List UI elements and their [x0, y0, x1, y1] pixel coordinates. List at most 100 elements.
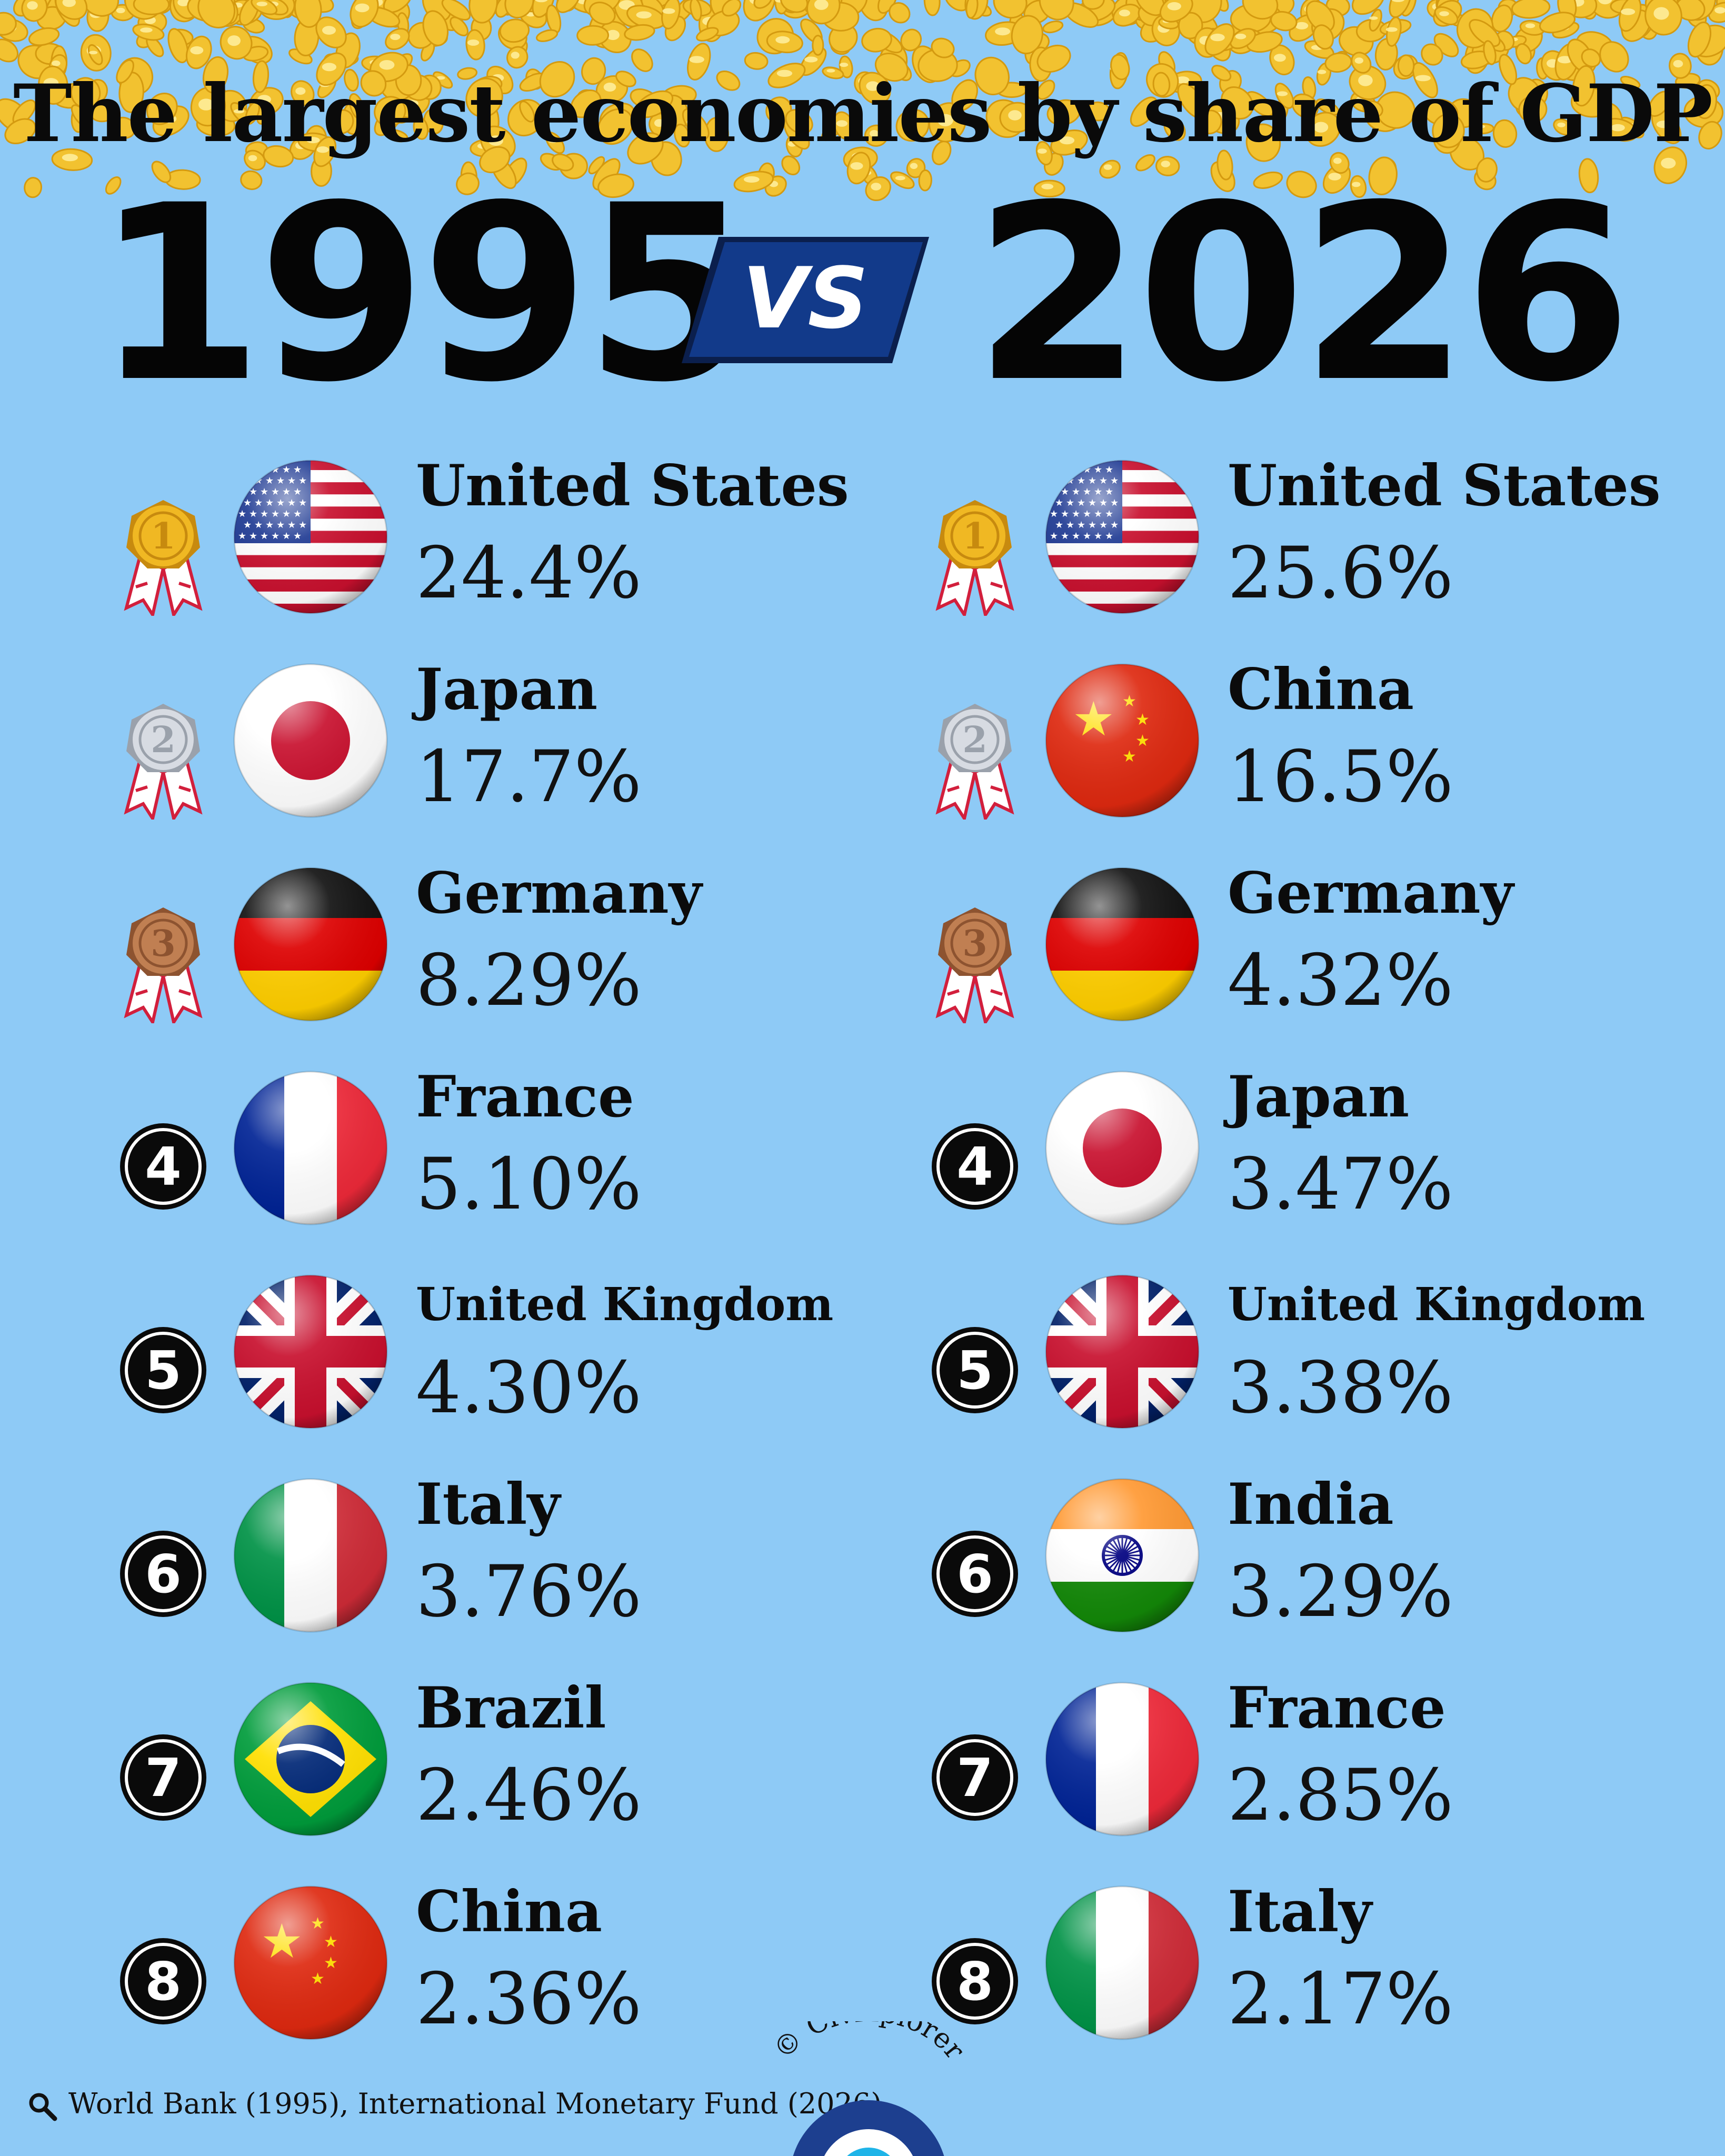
country-name: France: [1228, 1675, 1446, 1741]
ranking-row: 6 Italy 3.76%: [100, 1471, 890, 1655]
svg-text:4: 4: [145, 1136, 182, 1197]
country-name: Brazil: [416, 1675, 606, 1741]
magnifier-icon: [29, 2093, 57, 2121]
gdp-share-value: 5.10%: [416, 1143, 642, 1225]
year-1995-heading: 1995: [95, 154, 753, 435]
svg-text:★: ★: [238, 464, 246, 475]
gdp-share-value: 4.30%: [416, 1346, 642, 1429]
svg-text:7: 7: [145, 1747, 182, 1809]
brand-label: © Civixplorer: [767, 2021, 971, 2065]
brazil-flag-icon: [232, 1680, 390, 1838]
rank-number-icon: 5: [922, 1310, 1028, 1431]
svg-text:3: 3: [151, 923, 175, 965]
ranking-row: 2 ★ ★ ★ ★ ★ China 16.5%: [912, 656, 1701, 841]
ranking-row: 7 France 2.85%: [912, 1675, 1701, 1859]
china-flag-icon: ★ ★ ★ ★ ★: [232, 1884, 390, 2042]
country-name: Japan: [416, 656, 598, 723]
rank-number-icon: 7: [922, 1717, 1028, 1838]
rank-number-icon: 8: [111, 1921, 216, 2042]
japan-flag-icon: [1043, 1069, 1201, 1227]
svg-text:3: 3: [962, 923, 987, 965]
country-name: China: [1228, 656, 1414, 723]
rank-medal-icon: 1: [111, 495, 216, 619]
svg-text:5: 5: [956, 1340, 993, 1401]
ranking-row: 4 France 5.10%: [100, 1064, 890, 1248]
svg-text:4: 4: [956, 1136, 993, 1197]
country-name: China: [416, 1879, 603, 1945]
rank-medal-icon: 2: [111, 698, 216, 823]
gdp-share-value: 2.46%: [416, 1754, 642, 1836]
country-name: Italy: [416, 1471, 561, 1538]
ranking-row: 5 United Kingdom 4.30%: [100, 1273, 890, 1452]
gdp-share-value: 3.29%: [1228, 1550, 1453, 1633]
svg-text:★: ★: [243, 475, 252, 486]
ranking-row: 6 India 3.29%: [912, 1471, 1701, 1655]
svg-text:8: 8: [145, 1951, 182, 2012]
page-title: The largest economies by share of GDP: [13, 67, 1713, 160]
svg-text:8: 8: [956, 1951, 993, 2012]
svg-text:★: ★: [1061, 464, 1069, 475]
ranking-row: 8 Italy 2.17%: [912, 1879, 1701, 2063]
ranking-row: 2 Japan 17.7%: [100, 656, 890, 841]
year-2026-heading: 2026: [974, 154, 1632, 435]
country-name: United States: [416, 453, 849, 519]
uk-flag-icon: [232, 1273, 390, 1431]
rank-number-icon: 8: [922, 1921, 1028, 2042]
rank-number-icon: 4: [922, 1106, 1028, 1227]
gdp-share-value: 3.76%: [416, 1550, 642, 1633]
italy-flag-icon: [1043, 1884, 1201, 2042]
gdp-share-value: 2.85%: [1228, 1754, 1453, 1836]
country-name: United Kingdom: [1228, 1278, 1646, 1331]
source-text: World Bank (1995), International Monetar…: [68, 2087, 882, 2120]
country-name: Italy: [1228, 1879, 1372, 1945]
svg-text:★: ★: [1055, 475, 1063, 486]
svg-text:★: ★: [249, 464, 257, 475]
svg-text:6: 6: [145, 1543, 182, 1605]
india-flag-icon: [1043, 1476, 1201, 1634]
gdp-share-value: 16.5%: [1228, 735, 1453, 818]
rank-number-icon: 4: [111, 1106, 216, 1227]
country-name: India: [1228, 1471, 1394, 1538]
rank-medal-icon: 1: [922, 495, 1028, 619]
ranking-row: 3 Germany 4.32%: [912, 860, 1701, 1044]
rank-number-icon: 5: [111, 1310, 216, 1431]
us-flag-icon: ★★★★★★★★★★★★★★★★★★★★★★★★★★★★★★★★★★★★★★★★…: [232, 458, 390, 616]
rank-number-icon: 6: [922, 1513, 1028, 1634]
china-flag-icon: ★ ★ ★ ★ ★: [1043, 662, 1201, 820]
gdp-share-value: 17.7%: [416, 735, 642, 818]
svg-text:1: 1: [151, 515, 175, 557]
svg-text:2: 2: [962, 719, 987, 761]
svg-text:★: ★: [1050, 486, 1058, 497]
svg-text:7: 7: [956, 1747, 993, 1809]
ranking-row: 5 United Kingdom 3.38%: [912, 1273, 1701, 1452]
svg-text:© Civixplorer: © Civixplorer: [767, 2021, 971, 2065]
ranking-row: 7 Brazil 2.46%: [100, 1675, 890, 1859]
svg-text:5: 5: [145, 1340, 182, 1401]
rank-medal-icon: 2: [922, 698, 1028, 823]
country-name: Germany: [416, 860, 702, 926]
country-name: France: [416, 1064, 634, 1130]
gdp-share-value: 4.32%: [1228, 939, 1453, 1022]
france-flag-icon: [232, 1069, 390, 1227]
gdp-share-value: 25.6%: [1228, 532, 1453, 614]
ranking-row: 1 ★★★★★★★★★★★★★★★★★★★★★★★★★★★★★★★★★★★★★★…: [912, 453, 1701, 637]
gdp-share-value: 2.36%: [416, 1958, 642, 2040]
gdp-share-value: 2.17%: [1228, 1958, 1453, 2040]
france-flag-icon: [1043, 1680, 1201, 1838]
gdp-share-value: 24.4%: [416, 532, 642, 614]
uk-flag-icon: [1043, 1273, 1201, 1431]
civixplorer-logo: © Civixplorer: [767, 2021, 971, 2156]
gdp-share-value: 8.29%: [416, 939, 642, 1022]
rank-number-icon: 6: [111, 1513, 216, 1634]
gdp-share-value: 3.47%: [1228, 1143, 1453, 1225]
us-flag-icon: ★★★★★★★★★★★★★★★★★★★★★★★★★★★★★★★★★★★★★★★★…: [1043, 458, 1201, 616]
ranking-row: 4 Japan 3.47%: [912, 1064, 1701, 1248]
country-name: United Kingdom: [416, 1278, 834, 1331]
svg-text:6: 6: [956, 1543, 993, 1605]
svg-text:2: 2: [151, 719, 175, 761]
rank-medal-icon: 3: [111, 902, 216, 1026]
gold-coins-banner: [0, 0, 1725, 202]
source-note: World Bank (1995), International Monetar…: [26, 2087, 882, 2122]
germany-flag-icon: [1043, 865, 1201, 1023]
country-name: United States: [1228, 453, 1661, 519]
